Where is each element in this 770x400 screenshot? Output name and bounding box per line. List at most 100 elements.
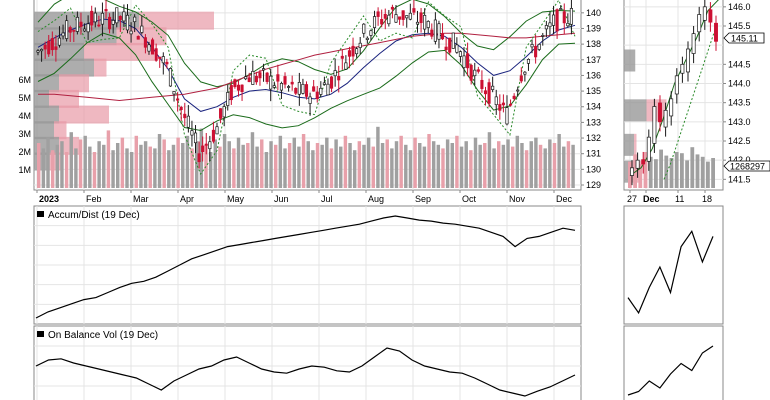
right-accum-dist-frame <box>623 205 724 325</box>
profile-bar-up <box>624 49 636 72</box>
volume-bar <box>394 141 399 188</box>
price-tick-label: 138 <box>586 39 601 49</box>
volume-bar <box>283 148 287 188</box>
right-accum-dist-panel <box>623 205 724 325</box>
date-tick-label: 18 <box>702 194 712 204</box>
profile-bar-up <box>34 105 59 124</box>
price-tick-label: 143.5 <box>728 98 751 108</box>
candle-body <box>215 126 219 135</box>
candle-body <box>566 22 570 27</box>
volume-bar <box>399 135 403 188</box>
candle-body <box>509 103 513 106</box>
candle-body <box>179 106 183 111</box>
candle-body <box>168 68 173 87</box>
candle-body <box>372 16 377 28</box>
candle-body <box>312 86 316 92</box>
volume-bar <box>320 144 324 188</box>
candle-body <box>462 55 466 68</box>
volume-bar <box>50 150 55 188</box>
right-price-candles <box>630 0 718 186</box>
right-accum-dist-series <box>627 229 714 315</box>
volume-bar <box>250 132 255 188</box>
volume-bar <box>501 144 506 188</box>
volume-axis: 1M 2M 3M 4M 5M 6M <box>18 75 31 175</box>
volume-bar <box>69 132 73 188</box>
date-tick-label: Jul <box>321 194 333 204</box>
volume-bar <box>520 143 524 188</box>
candle-body <box>233 79 237 88</box>
profile-bar-down <box>139 11 214 30</box>
candle-body <box>204 143 208 146</box>
candle-body <box>222 106 226 118</box>
price-tick-label: 144.0 <box>728 79 751 89</box>
volume-bar <box>380 143 385 188</box>
profile-bar-up <box>34 89 49 108</box>
candle-body <box>355 48 359 55</box>
volume-bar <box>329 148 334 188</box>
volume-bar <box>185 135 190 188</box>
candle-body <box>702 6 707 21</box>
volume-bar <box>445 139 450 188</box>
candle-body <box>186 115 190 128</box>
date-tick-label: 11 <box>675 194 684 204</box>
candle-body <box>240 84 244 93</box>
volume-bar <box>74 148 78 188</box>
price-tick-label: 131 <box>586 149 601 159</box>
volume-bar <box>464 141 468 188</box>
candle-body <box>43 44 47 50</box>
candle-body <box>398 16 402 20</box>
volume-bar <box>357 141 362 188</box>
volume-bar <box>548 139 552 188</box>
volume-bar <box>190 148 194 188</box>
candle-body <box>193 132 198 144</box>
volume-bar <box>246 143 250 188</box>
volume-bar <box>315 143 320 188</box>
volume-bar <box>232 148 236 188</box>
candle-body <box>93 12 97 23</box>
price-tick-label: 139 <box>586 23 601 33</box>
candle-body <box>308 96 312 104</box>
candle-body <box>405 15 409 19</box>
volume-tick-label: 4M <box>18 111 31 121</box>
volume-bar <box>469 150 473 188</box>
candle-body <box>147 44 151 52</box>
candle-body <box>57 37 62 46</box>
candle-body <box>97 24 101 27</box>
last-price-text: 145.11 <box>731 34 758 44</box>
candle-body <box>423 15 427 30</box>
volume-bar <box>487 132 492 188</box>
candle-body <box>537 43 541 50</box>
volume-bar <box>153 148 157 188</box>
volume-bar <box>208 152 213 188</box>
candle-body <box>219 108 223 119</box>
right-obv-line <box>627 345 714 396</box>
candle-body <box>129 30 133 35</box>
candle-body <box>646 136 651 162</box>
candle-body <box>36 50 40 53</box>
candle-body <box>65 20 69 39</box>
price-tick-label: 130 <box>586 164 601 174</box>
candle-body <box>244 76 248 80</box>
candle-body <box>519 75 523 82</box>
candle-body <box>408 12 412 20</box>
candle-body <box>680 63 685 74</box>
volume-bars <box>37 126 575 188</box>
volume-bar <box>88 146 92 188</box>
volume-bar <box>83 135 87 188</box>
candle-body <box>151 39 155 55</box>
candle-body <box>304 84 309 97</box>
candle-body <box>75 16 79 32</box>
candle-body <box>451 32 455 49</box>
profile-bar-up <box>624 133 634 156</box>
price-axis: 129 130 131 132 133 134 135 136 137 138 139 140 <box>581 8 601 190</box>
candle-body <box>211 129 215 142</box>
volume-bar <box>278 135 283 188</box>
volume-bar <box>227 141 231 188</box>
candle-body <box>437 23 441 40</box>
obv-legend: On Balance Vol (19 Dec) <box>48 330 158 341</box>
volume-bar <box>120 137 125 188</box>
volume-bar <box>92 152 97 188</box>
candle-body <box>526 58 531 64</box>
candle-body <box>140 25 144 33</box>
price-tick-label: 141.5 <box>728 174 751 184</box>
